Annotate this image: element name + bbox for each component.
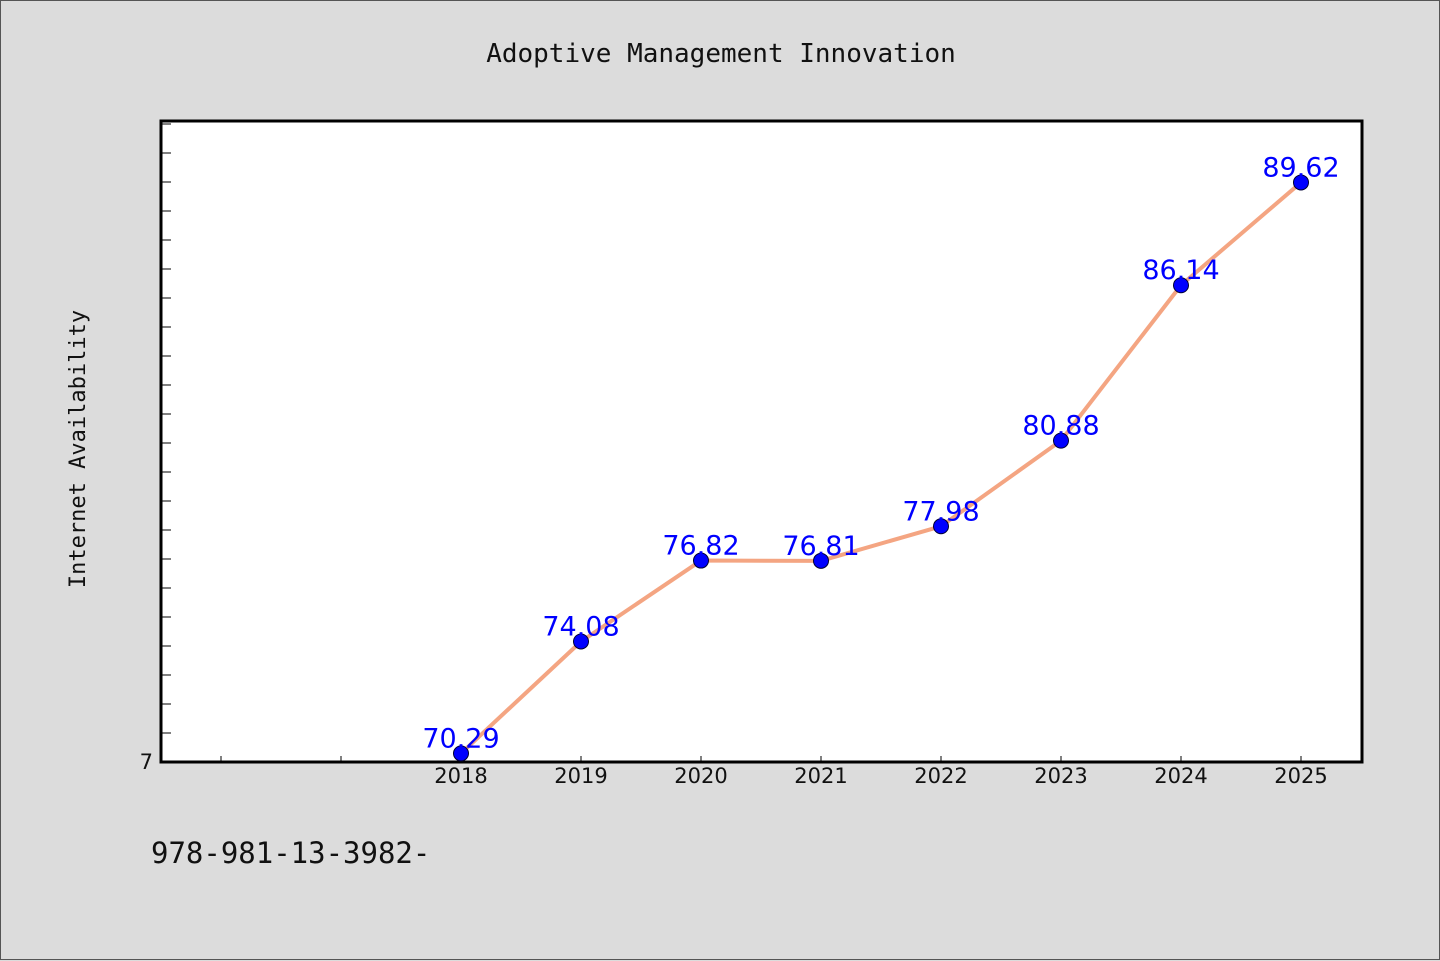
plot-area [159,119,1364,764]
data-point [453,745,469,762]
data-labels: 70.29 74.08 76.82 76.81 77.98 80.88 86.14 89.62 [422,152,1339,754]
series-markers [453,174,1309,762]
data-label: 76.81 [782,531,859,562]
data-point [573,633,589,650]
data-point [1053,432,1069,449]
x-tick-label: 2020 [674,764,727,788]
x-tick-label: 2024 [1154,764,1207,788]
y-axis-label: Internet Availability [66,310,91,588]
data-label: 76.82 [662,531,739,562]
data-point [1293,174,1309,191]
data-label: 70.29 [422,723,499,754]
y-axis-ticks [161,123,171,734]
data-point [813,552,829,569]
data-point [933,518,949,535]
chart-title: Adoptive Management Innovation [486,39,956,69]
data-label: 80.88 [1022,411,1099,442]
data-point [1173,277,1189,294]
data-point [693,552,709,569]
x-tick-label: 2022 [914,764,967,788]
data-label: 89.62 [1262,152,1339,183]
data-label: 77.98 [902,496,979,527]
data-label: 74.08 [542,611,619,642]
x-tick-label: 2018 [434,764,487,788]
footer-code: 978-981-13-3982- [151,836,430,870]
x-axis-tick-labels: 2018 2019 2020 2021 2022 2023 2024 2025 [434,764,1327,788]
x-tick-label: 2019 [554,764,607,788]
x-tick-label: 2021 [794,764,847,788]
series-line [459,180,1303,755]
x-tick-label: 2025 [1274,764,1327,788]
x-tick-label: 2023 [1034,764,1087,788]
data-label: 86.14 [1142,255,1219,286]
y-tick-label: 7 [140,750,153,774]
